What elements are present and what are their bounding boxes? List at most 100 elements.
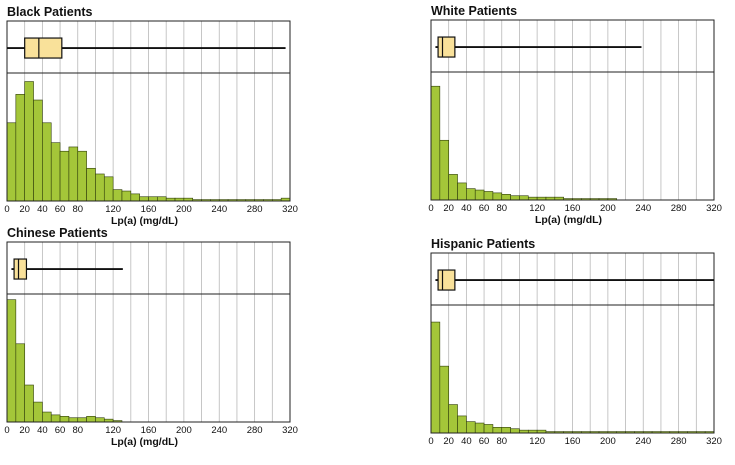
x-tick-label: 200 xyxy=(600,203,616,214)
gridlines xyxy=(448,253,697,433)
x-tick-labels: 0 20 40 60 80 120 160 200 240 280 320 xyxy=(4,425,298,436)
histogram-bar xyxy=(157,196,167,202)
histogram-bar xyxy=(59,150,70,202)
histogram-bar xyxy=(430,321,441,434)
histogram-bar xyxy=(483,191,494,201)
x-tick-labels: 0 20 40 60 80 120 160 200 240 280 320 xyxy=(428,436,722,447)
x-tick-label: 160 xyxy=(565,436,581,447)
plot-frame xyxy=(430,19,715,201)
histogram-bar xyxy=(42,411,52,423)
chinese-patients-chart: 0 20 40 60 80 120 160 200 240 280 320 Lp(a) (mg/dL) xyxy=(4,241,298,448)
histogram-bar xyxy=(439,139,449,201)
boxplot-box xyxy=(13,258,28,280)
plot-frame xyxy=(6,241,291,423)
gridlines xyxy=(448,20,697,200)
histogram-bar xyxy=(466,188,476,201)
histogram-bar xyxy=(15,94,25,202)
x-tick-label: 320 xyxy=(282,204,298,215)
histogram-bar xyxy=(95,173,105,202)
x-tick-label: 80 xyxy=(72,204,83,215)
histogram-bar xyxy=(50,142,61,202)
x-tick-label: 80 xyxy=(496,203,507,214)
boxplot xyxy=(7,37,286,59)
x-tick-label: 60 xyxy=(479,203,490,214)
histogram-bar xyxy=(457,182,467,201)
histogram-bars xyxy=(6,81,291,202)
histogram-bar xyxy=(24,81,34,202)
x-tick-label: 120 xyxy=(105,425,121,436)
histogram-bar xyxy=(474,422,485,434)
x-tick-label: 40 xyxy=(37,204,48,215)
boxplot xyxy=(435,36,642,58)
histogram-bars xyxy=(6,299,123,423)
histogram-bar xyxy=(15,343,25,423)
x-tick-label: 280 xyxy=(247,204,263,215)
x-tick-label: 200 xyxy=(176,204,192,215)
histogram-bar xyxy=(42,122,52,202)
plot-frame xyxy=(6,20,291,202)
x-tick-label: 20 xyxy=(443,436,454,447)
boxplot-box xyxy=(437,269,456,291)
x-tick-label: 160 xyxy=(141,204,157,215)
histogram-bar xyxy=(6,299,17,423)
histogram-bar xyxy=(501,427,511,434)
chart-title: Chinese Patients xyxy=(7,226,108,240)
histogram-bar xyxy=(510,195,520,201)
x-axis-label: Lp(a) (mg/dL) xyxy=(111,436,178,448)
histogram-bar xyxy=(439,365,449,434)
plot-frame xyxy=(430,252,715,434)
histogram-bar xyxy=(6,122,17,202)
histogram-bar xyxy=(492,427,503,434)
x-tick-label: 40 xyxy=(461,436,472,447)
x-axis-label: Lp(a) (mg/dL) xyxy=(535,214,602,226)
chart-title: Black Patients xyxy=(7,5,93,19)
histogram-bar xyxy=(68,146,79,202)
x-tick-label: 320 xyxy=(706,436,722,447)
x-tick-label: 120 xyxy=(529,203,545,214)
histogram-bar xyxy=(501,194,511,201)
x-tick-label: 200 xyxy=(176,425,192,436)
histogram-bar xyxy=(112,189,123,202)
x-tick-label: 80 xyxy=(72,425,83,436)
x-tick-label: 240 xyxy=(211,425,227,436)
histogram-bar xyxy=(24,384,34,423)
histogram-bar xyxy=(33,99,43,202)
x-axis-label: Lp(a) (mg/dL) xyxy=(111,215,178,227)
x-tick-label: 320 xyxy=(706,203,722,214)
histogram-bar xyxy=(77,417,87,423)
histogram-bar xyxy=(86,167,96,202)
x-tick-label: 240 xyxy=(211,204,227,215)
white-patients-chart: 0 20 40 60 80 120 160 200 240 280 320 Lp(a) (mg/dL) xyxy=(428,19,722,226)
x-tick-label: 280 xyxy=(247,425,263,436)
histogram-bar xyxy=(95,417,105,423)
boxplot xyxy=(11,258,123,280)
x-tick-label: 60 xyxy=(55,204,66,215)
x-tick-label: 20 xyxy=(19,425,30,436)
x-tick-label: 0 xyxy=(428,203,433,214)
histogram-bar xyxy=(430,85,441,201)
histogram-bar xyxy=(130,193,140,202)
x-tick-label: 20 xyxy=(443,203,454,214)
x-tick-labels: 0 20 40 60 80 120 160 200 240 280 320 xyxy=(4,204,298,215)
histogram-bar xyxy=(457,415,467,434)
x-tick-label: 0 xyxy=(428,436,433,447)
histogram-bar xyxy=(68,417,79,423)
x-tick-label: 120 xyxy=(105,204,121,215)
x-tick-label: 120 xyxy=(529,436,545,447)
histogram-bars xyxy=(430,85,618,201)
histogram-bar xyxy=(519,195,529,201)
x-tick-label: 240 xyxy=(635,436,651,447)
black-patients-chart: 0 20 40 60 80 120 160 200 240 280 320 Lp(a) (mg/dL) xyxy=(4,20,298,227)
histogram-bar xyxy=(33,401,43,423)
boxplot-box xyxy=(24,37,63,59)
histogram-bar xyxy=(139,196,149,202)
x-tick-labels: 0 20 40 60 80 120 160 200 240 280 320 xyxy=(428,203,722,214)
histogram-bar xyxy=(492,192,503,201)
x-tick-label: 160 xyxy=(141,425,157,436)
x-tick-label: 280 xyxy=(671,203,687,214)
boxplot-box xyxy=(437,36,456,58)
histogram-bar xyxy=(59,416,70,423)
histogram-bar xyxy=(50,414,61,423)
histogram-bar xyxy=(121,190,132,202)
histogram-bar xyxy=(510,428,520,434)
